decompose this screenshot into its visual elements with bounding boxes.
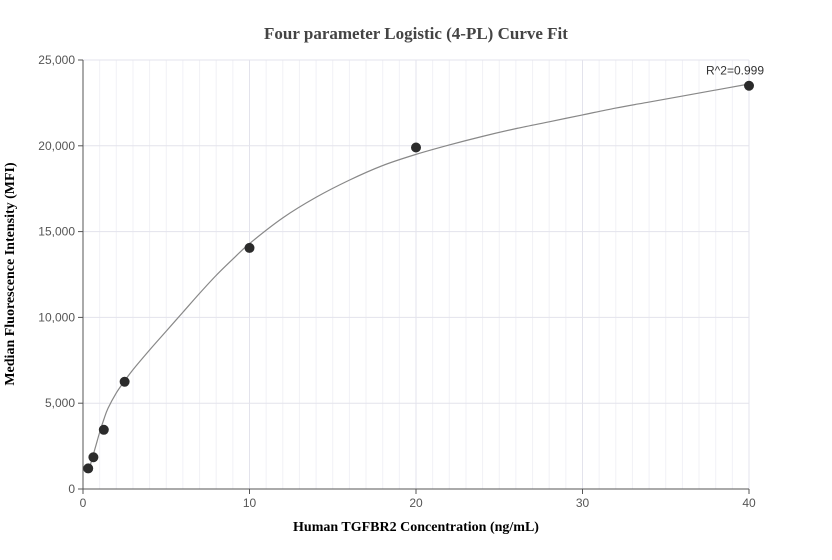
x-axis-label: Human TGFBR2 Concentration (ng/mL) xyxy=(293,520,539,535)
minor-grid xyxy=(99,60,733,489)
r-squared-annotation: R^2=0.999 xyxy=(706,64,764,78)
y-tick-label: 0 xyxy=(68,482,75,496)
x-axis-ticks: 0 10 20 30 40 xyxy=(80,489,756,510)
y-tick-label: 15,000 xyxy=(38,225,75,239)
data-point xyxy=(119,376,130,387)
x-tick-label: 10 xyxy=(243,496,257,510)
y-tick-label: 5,000 xyxy=(45,396,75,410)
x-tick-label: 20 xyxy=(409,496,423,510)
fit-curve xyxy=(87,83,750,473)
data-point xyxy=(88,452,99,463)
chart-title: Four parameter Logistic (4-PL) Curve Fit xyxy=(264,24,568,43)
major-grid xyxy=(83,59,750,489)
x-tick-label: 40 xyxy=(742,496,756,510)
y-tick-label: 25,000 xyxy=(38,53,75,67)
data-point xyxy=(411,142,421,153)
y-tick-label: 20,000 xyxy=(38,139,75,153)
data-points xyxy=(83,80,754,474)
data-point xyxy=(744,80,754,91)
y-tick-label: 10,000 xyxy=(38,310,75,324)
x-tick-label: 0 xyxy=(80,496,87,510)
x-tick-label: 30 xyxy=(576,496,590,510)
data-point xyxy=(98,424,109,435)
data-point xyxy=(244,242,255,253)
y-axis-label: Median Fluorescence Intensity (MFI) xyxy=(3,162,18,386)
data-point xyxy=(83,463,94,474)
y-axis-ticks: 0 5,000 10,000 15,000 20,000 25,000 xyxy=(38,53,83,496)
